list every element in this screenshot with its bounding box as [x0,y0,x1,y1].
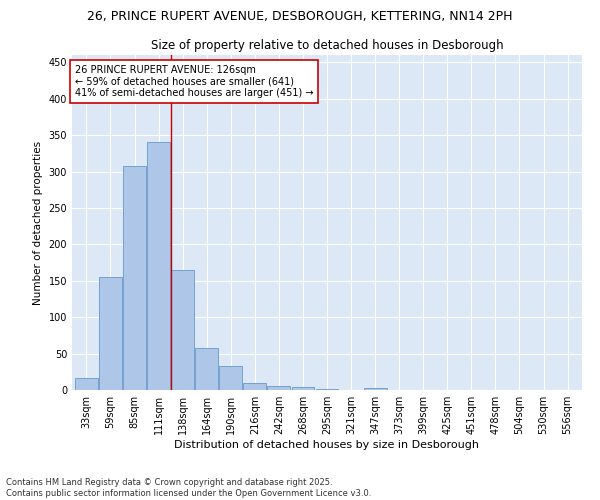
X-axis label: Distribution of detached houses by size in Desborough: Distribution of detached houses by size … [175,440,479,450]
Text: Contains HM Land Registry data © Crown copyright and database right 2025.
Contai: Contains HM Land Registry data © Crown c… [6,478,371,498]
Bar [75,378,98,390]
Bar [195,348,218,390]
Text: 26, PRINCE RUPERT AVENUE, DESBOROUGH, KETTERING, NN14 2PH: 26, PRINCE RUPERT AVENUE, DESBOROUGH, KE… [87,10,513,23]
Bar [147,142,170,390]
Bar [292,387,314,390]
Bar [99,277,122,390]
Bar [171,270,194,390]
Title: Size of property relative to detached houses in Desborough: Size of property relative to detached ho… [151,40,503,52]
Bar [123,166,146,390]
Bar [244,382,266,390]
Bar [364,388,386,390]
Bar [268,386,290,390]
Text: 26 PRINCE RUPERT AVENUE: 126sqm
← 59% of detached houses are smaller (641)
41% o: 26 PRINCE RUPERT AVENUE: 126sqm ← 59% of… [74,65,313,98]
Y-axis label: Number of detached properties: Number of detached properties [33,140,43,304]
Bar [220,366,242,390]
Bar [316,388,338,390]
